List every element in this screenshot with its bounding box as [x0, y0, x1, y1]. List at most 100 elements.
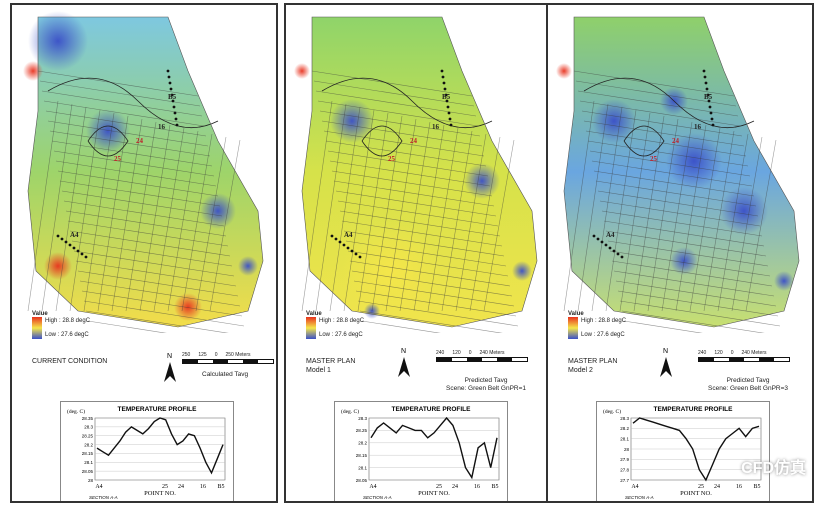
caption-line-2: Model 1 — [306, 367, 331, 374]
temperature-profile-chart: TEMPERATURE PROFILE (deg. C) 28.35 28.3 28.2… — [60, 401, 234, 501]
profile-unit: (deg. C) — [603, 408, 621, 415]
profile-y-tick: 27.8 — [620, 467, 629, 472]
profile-x-tick: 16 — [474, 484, 480, 490]
profile-y-tick: 28.1 — [84, 460, 93, 465]
profile-y-tick: 27.7 — [620, 478, 629, 483]
profile-title: TEMPERATURE PROFILE — [392, 406, 472, 413]
svg-text:N: N — [401, 348, 406, 355]
legend-high: High : 28.8 degC — [45, 318, 91, 324]
scale-label: 240 Meters — [741, 350, 767, 356]
profile-line — [96, 417, 224, 475]
profile-x-tick: B5 — [491, 484, 498, 490]
profile-x-tick: 16 — [736, 484, 742, 490]
scale-label: 250 Meters — [225, 352, 251, 358]
profile-y-tick: 28.3 — [84, 425, 93, 430]
profile-x-tick: 25 — [162, 484, 168, 490]
scene-line-2: Scene: Green Belt GnPR=3 — [708, 385, 789, 392]
scale-bar: 250 125 0 250 Meters — [182, 352, 274, 364]
temperature-profile-chart: TEMPERATURE PROFILE (deg. C) 28.3 28.2 28.1 2… — [596, 401, 770, 501]
map-panel-1: B5 16 24 25 A4 Value High : 28.8 degC Low : 27.… — [10, 3, 278, 503]
scale-label: 120 — [452, 350, 461, 356]
scale-label: 120 — [714, 350, 723, 356]
map-label: B5 — [442, 93, 451, 101]
scale-bar-graphic — [182, 359, 274, 364]
legend-swatch — [568, 317, 578, 339]
scale-label: 0 — [730, 350, 734, 356]
scale-bar: 240 120 0 240 Meters — [698, 350, 790, 362]
legend-title: Value — [568, 311, 584, 317]
scene-label: Predicted Tavg Scene: Green Belt GnPR=3 — [708, 377, 788, 393]
profile-x-tick: A4 — [369, 484, 376, 490]
map-label: 24 — [410, 137, 418, 145]
north-arrow-icon: N — [398, 348, 410, 377]
map-label: 24 — [136, 137, 144, 145]
map-legend: Value High : 28.8 degC Low : 27.6 degC — [568, 311, 627, 339]
map-panel-2: B5 16 24 25 A4 Value High : 28.8 degC Low : 27.… — [284, 3, 552, 503]
profile-x-tick: 16 — [200, 484, 206, 490]
map-label: A4 — [606, 231, 615, 239]
profile-y-tick: 28.3 — [620, 416, 629, 421]
temperature-map: B5 16 24 25 A4 — [556, 16, 800, 333]
profile-x-tick: A4 — [95, 484, 102, 490]
svg-text:N: N — [167, 353, 172, 360]
map-label: 25 — [114, 155, 122, 163]
profile-y-tick: 28.2 — [358, 441, 367, 446]
profile-x-tick: A4 — [631, 484, 638, 490]
panel-caption: MASTER PLAN Model 1 — [306, 357, 355, 375]
profile-x-tick: 25 — [436, 484, 442, 490]
scale-label: 250 — [182, 352, 191, 358]
temperature-profile-chart: TEMPERATURE PROFILE (deg. C) 28.3 28.25 28.2… — [334, 401, 508, 501]
scale-bar-graphic — [698, 357, 790, 362]
profile-y-tick: 28.3 — [358, 416, 367, 421]
profile-title: TEMPERATURE PROFILE — [654, 406, 734, 413]
caption-line-2: Model 2 — [568, 367, 593, 374]
profile-y-tick: 28.25 — [356, 428, 368, 433]
temperature-map: B5 16 24 25 A4 — [23, 11, 264, 333]
profile-x-tick: 24 — [452, 484, 458, 490]
map-legend: Value High : 28.8 degC Low : 27.6 degC — [306, 311, 365, 339]
map-panel-3: B5 16 24 25 A4 Value High : 28.8 degC Low : 27.… — [546, 3, 814, 503]
caption-line-1: MASTER PLAN — [568, 358, 618, 365]
profile-y-tick: 27.9 — [620, 457, 629, 462]
legend-high: High : 28.8 degC — [581, 318, 627, 324]
legend-high: High : 28.8 degC — [319, 318, 365, 324]
profile-section: SECTION A-A — [89, 495, 118, 500]
profile-section: SECTION A-A — [625, 495, 654, 500]
north-arrow-icon: N — [164, 353, 176, 382]
profile-y-tick: 28.15 — [356, 453, 368, 458]
profile-x-tick: B5 — [753, 484, 760, 490]
scale-label: 125 — [198, 352, 207, 358]
map-label: B5 — [168, 93, 177, 101]
scene-line-1: Calculated Tavg — [202, 371, 249, 378]
profile-y-tick: 28 — [88, 478, 94, 483]
caption-line-1: MASTER PLAN — [306, 358, 356, 365]
profile-x-tick: B5 — [217, 484, 224, 490]
map-label: 25 — [388, 155, 396, 163]
caption-line-1: CURRENT CONDITION — [32, 358, 108, 365]
scale-bar: 240 120 0 240 Meters — [436, 350, 528, 362]
legend-low: Low : 27.6 degC — [319, 332, 363, 338]
scene-line-1: Predicted Tavg — [464, 377, 508, 384]
scale-label: 0 — [468, 350, 472, 356]
profile-y-tick: 28.25 — [82, 434, 94, 439]
north-arrow-icon: N — [660, 348, 672, 377]
panel-caption: MASTER PLAN Model 2 — [568, 357, 617, 375]
profile-y-tick: 28.35 — [82, 416, 94, 421]
profile-x-tick: 24 — [714, 484, 720, 490]
profile-title: TEMPERATURE PROFILE — [118, 406, 198, 413]
profile-unit: (deg. C) — [67, 408, 85, 415]
scale-label: 0 — [214, 352, 218, 358]
profile-y-tick: 28.05 — [356, 478, 368, 483]
map-label: 24 — [672, 137, 680, 145]
map-label: 16 — [158, 123, 166, 131]
scene-label: Calculated Tavg — [202, 371, 248, 379]
svg-text:N: N — [663, 348, 668, 355]
watermark: CFD仿真 — [741, 460, 806, 477]
profile-y-tick: 28.2 — [620, 426, 629, 431]
panel-caption: CURRENT CONDITION — [32, 357, 107, 366]
profile-y-tick: 28.1 — [358, 465, 367, 470]
map-label: A4 — [70, 231, 79, 239]
profile-line — [370, 416, 498, 480]
profile-x-tick: 24 — [178, 484, 184, 490]
map-label: 16 — [694, 123, 702, 131]
